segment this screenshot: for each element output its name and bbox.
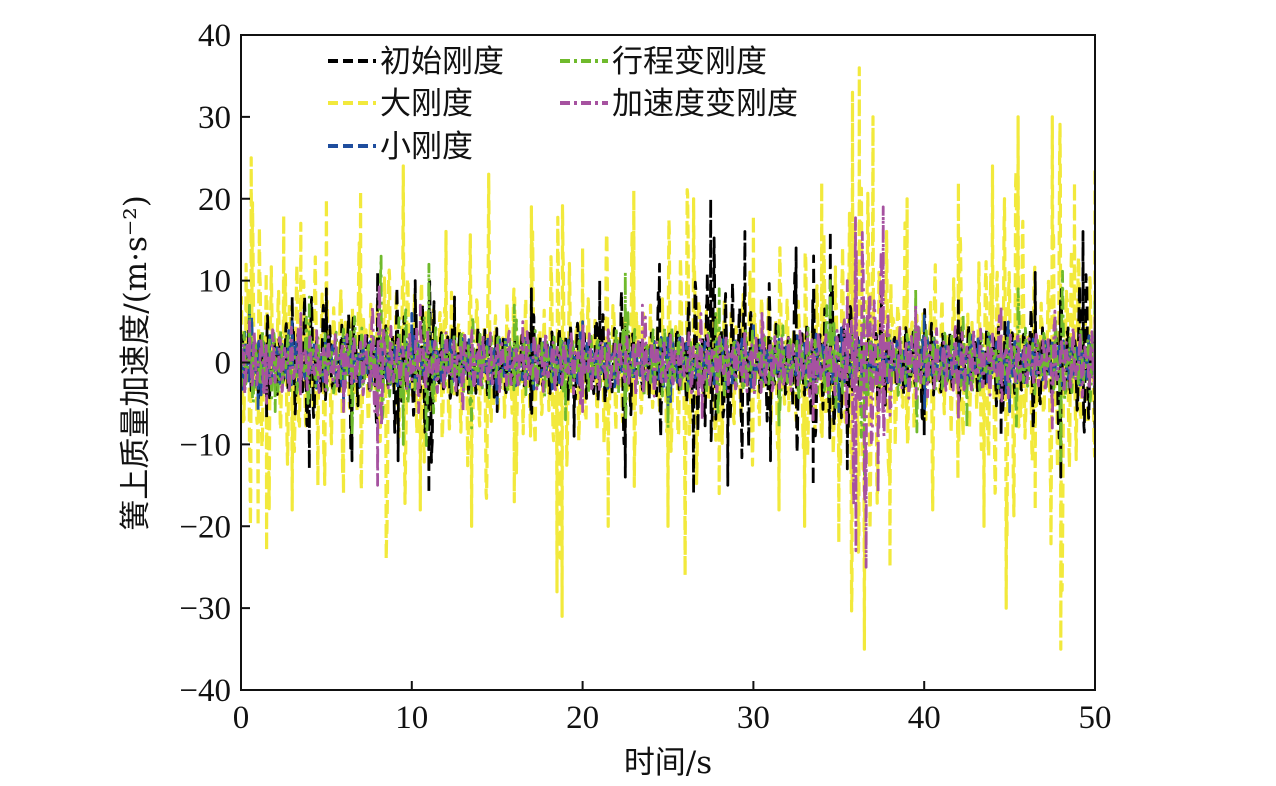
y-tick-label: −30: [179, 591, 231, 627]
y-tick-label: 40: [198, 18, 231, 54]
series-line: [241, 205, 1095, 569]
x-axis-label: 时间/s: [624, 745, 712, 781]
y-tick-label: −20: [179, 509, 231, 545]
y-tick-label: 10: [198, 264, 231, 300]
tick-layer: 0 10 20 30 40 50 −40 −30 −20 −10 0 10 20 30 40: [179, 18, 1111, 736]
y-tick-label: −40: [179, 673, 231, 709]
legend-label: 大刚度: [380, 86, 473, 122]
y-tick-label: 0: [215, 346, 232, 382]
x-tick-label: 40: [908, 700, 941, 736]
x-tick-label: 50: [1079, 700, 1112, 736]
legend-label: 行程变刚度: [612, 44, 767, 80]
x-tick-label: 10: [395, 700, 428, 736]
x-tick-label: 20: [566, 700, 599, 736]
legend-label: 小刚度: [380, 129, 473, 165]
y-tick-label: 30: [198, 100, 231, 136]
x-tick-label: 0: [233, 700, 250, 736]
y-axis-label: 簧上质量加速度/(m·s⁻²): [118, 195, 154, 531]
series-layer: [241, 66, 1095, 651]
y-tick-label: 20: [198, 182, 231, 218]
y-tick-label: −10: [179, 427, 231, 463]
legend-label: 加速度变刚度: [612, 86, 798, 122]
x-tick-label: 30: [737, 700, 770, 736]
legend-label: 初始刚度: [380, 44, 504, 80]
